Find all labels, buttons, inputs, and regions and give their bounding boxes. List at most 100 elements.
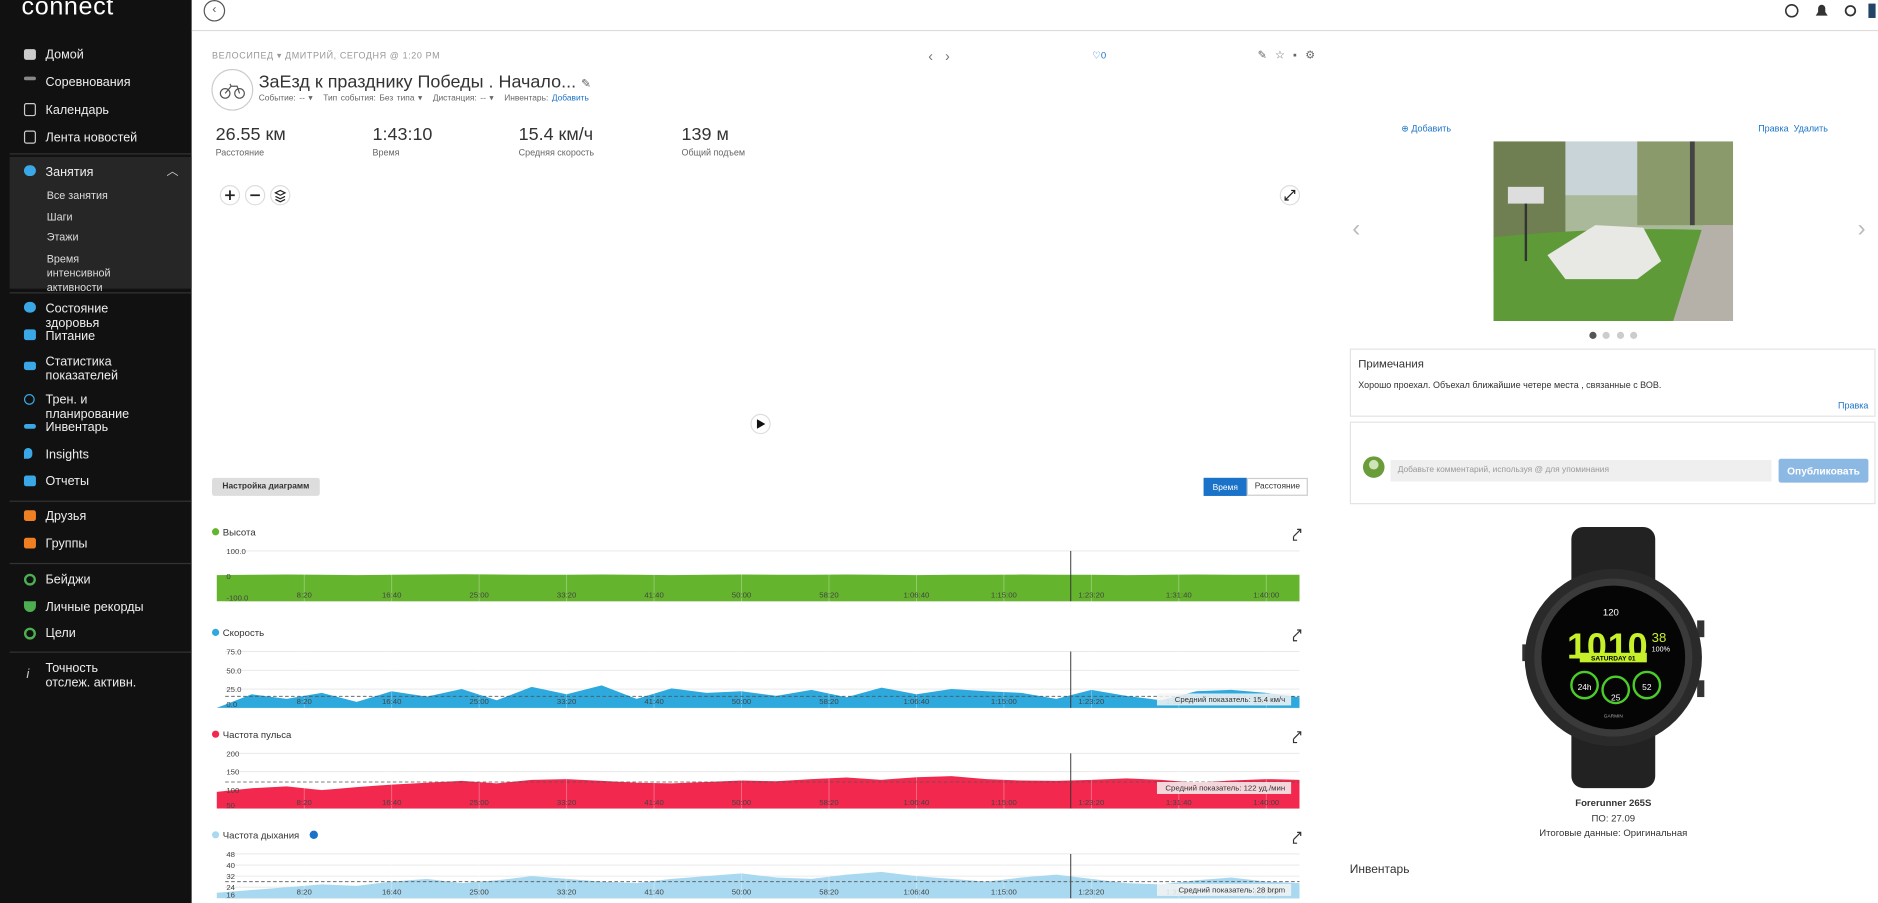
y-tick-label: 0 — [226, 572, 231, 581]
y-tick-label: 100.0 — [226, 547, 246, 556]
play[interactable] — [750, 413, 771, 435]
x-tick-label: 58:20 — [819, 798, 839, 807]
comment-box: Добавьте комментарий, используя @ для уп… — [1349, 421, 1876, 505]
nav-item[interactable]: Занятия — [45, 165, 94, 180]
zoom-out[interactable] — [244, 185, 266, 206]
help-icon[interactable] — [309, 830, 318, 839]
likes[interactable]: ♡0 — [1092, 50, 1107, 62]
device-name[interactable]: Forerunner 265S — [1575, 797, 1652, 809]
nav-item[interactable]: Цели — [45, 626, 76, 641]
zoom-in[interactable] — [219, 185, 241, 206]
photo-dots[interactable] — [1583, 329, 1643, 341]
activity-icon — [211, 68, 254, 111]
expand-icon[interactable] — [1292, 528, 1302, 541]
x-tick-label: 1:15:00 — [991, 888, 1018, 897]
fullscreen[interactable] — [1279, 185, 1301, 206]
nav-item[interactable]: Состояние здоровья — [45, 301, 109, 331]
gear-add[interactable]: Добавить — [551, 94, 589, 104]
separator — [9, 562, 192, 565]
watch-battery: 100% — [1652, 646, 1671, 654]
photo — [1493, 141, 1734, 321]
watch-center: 25 — [1611, 693, 1621, 703]
photo-prev[interactable]: ‹ — [1352, 215, 1361, 242]
back-button[interactable]: ‹ — [203, 0, 226, 22]
x-tick-label: 25:00 — [469, 888, 489, 897]
nav-item[interactable]: Домой — [45, 47, 84, 63]
photo-delete[interactable]: Удалить — [1793, 123, 1828, 135]
prev-next[interactable]: ‹ › — [928, 47, 950, 65]
average-label: Средний показатель: 28 brpm — [1178, 885, 1285, 894]
nav-item[interactable]: Бейджи — [45, 572, 91, 587]
x-tick-label: 41:40 — [644, 697, 664, 706]
sub-item[interactable]: Шаги — [46, 210, 73, 223]
notes-edit[interactable]: Правка — [1838, 400, 1869, 411]
separator — [9, 651, 192, 653]
toggle-time[interactable]: Время — [1203, 477, 1247, 496]
comment-input[interactable]: Добавьте комментарий, используя @ для уп… — [1390, 459, 1772, 482]
chart-settings-button[interactable]: Настройка диаграмм — [211, 477, 320, 496]
nav-item[interactable]: Точность отслеж. активн. — [45, 661, 137, 690]
separator — [9, 292, 192, 294]
nav-item[interactable]: Соревнования — [45, 75, 131, 90]
y-tick-label: 40 — [226, 861, 235, 870]
expand-icon[interactable] — [1292, 629, 1302, 642]
header-actions[interactable]: ✎☆▪⚙ — [1257, 49, 1324, 62]
icon — [23, 573, 36, 586]
icon — [23, 49, 36, 60]
nav-item[interactable]: Трен. и планирование — [45, 392, 130, 422]
nav-item[interactable]: Инвентарь — [45, 420, 109, 435]
nav-item[interactable]: Статистика показателей — [45, 354, 118, 384]
map — [219, 185, 1301, 435]
nav-item[interactable]: Друзья — [45, 509, 87, 524]
publish-button[interactable]: Опубликовать — [1778, 458, 1869, 483]
chart-title: Высота — [223, 527, 257, 538]
device-firmware: ПО: 27.09 — [1591, 813, 1636, 825]
photo-add[interactable]: ⊕ Добавить — [1401, 123, 1452, 135]
chart-title: Частота дыхания — [223, 830, 299, 841]
event-type[interactable]: Тип события: Без типа — [323, 94, 415, 104]
distance[interactable]: Дистанция: -- — [432, 94, 486, 104]
nav-item[interactable]: Питание — [45, 329, 96, 344]
icon — [23, 475, 36, 487]
photo-edit[interactable]: Правка — [1758, 123, 1789, 135]
x-tick-label: 25:00 — [469, 591, 489, 600]
x-tick-label: 50:00 — [732, 697, 752, 706]
nav-item[interactable]: Группы — [45, 536, 88, 551]
x-tick-label: 16:40 — [382, 697, 402, 706]
legend-dot — [211, 628, 220, 636]
y-tick-label: 24 — [226, 883, 235, 892]
nav-item[interactable]: Отчеты — [45, 474, 89, 489]
x-tick-label: 33:20 — [557, 888, 577, 897]
x-tick-label: 25:00 — [469, 798, 489, 807]
icon: i — [26, 667, 30, 682]
y-tick-label: 200 — [226, 749, 240, 758]
watch-hr: 120 — [1603, 608, 1619, 619]
x-tick-label: 1:06:40 — [903, 888, 930, 897]
event[interactable]: Событие: -- — [258, 94, 305, 104]
layers[interactable] — [270, 185, 291, 206]
nav-item[interactable]: Лента новостей — [45, 130, 138, 145]
x-tick-label: 50:00 — [732, 888, 752, 897]
stat-label: Расстояние — [215, 147, 265, 159]
y-tick-label: -100.0 — [226, 594, 249, 603]
toggle-distance[interactable]: Расстояние — [1246, 477, 1308, 496]
nav-item[interactable]: Личные рекорды — [45, 600, 144, 615]
device-source: Итоговые данные: Оригинальная — [1539, 827, 1688, 839]
stat-value: 15.4 км/ч — [518, 124, 594, 145]
watch-date: SATURDAY 01 — [1591, 656, 1636, 663]
nav-item[interactable]: Календарь — [45, 103, 109, 118]
sub-item[interactable]: Все занятия — [46, 189, 108, 202]
expand-icon[interactable] — [1292, 731, 1302, 744]
y-tick-label: 32 — [226, 872, 235, 881]
nav-item[interactable]: Insights — [45, 447, 89, 463]
photo-next[interactable]: › — [1857, 215, 1866, 242]
sub-item[interactable]: Этажи — [46, 231, 79, 244]
activity-type[interactable]: ВЕЛОСИПЕД — [211, 50, 274, 62]
expand-icon[interactable] — [1292, 831, 1302, 844]
sub-item[interactable]: Время интенсивной активности — [46, 252, 111, 294]
icon — [23, 394, 35, 405]
avatar — [1362, 456, 1385, 478]
activity-title[interactable]: ЗаЕзд к празднику Победы . Начало... ✎ — [258, 71, 592, 93]
watch-image: 120 10 10 38 100% SATURDAY 01 24h 25 52 … — [1522, 526, 1705, 789]
activity-meta: Событие: -- ▾ Тип события: Без типа ▾ Ди… — [258, 94, 589, 104]
